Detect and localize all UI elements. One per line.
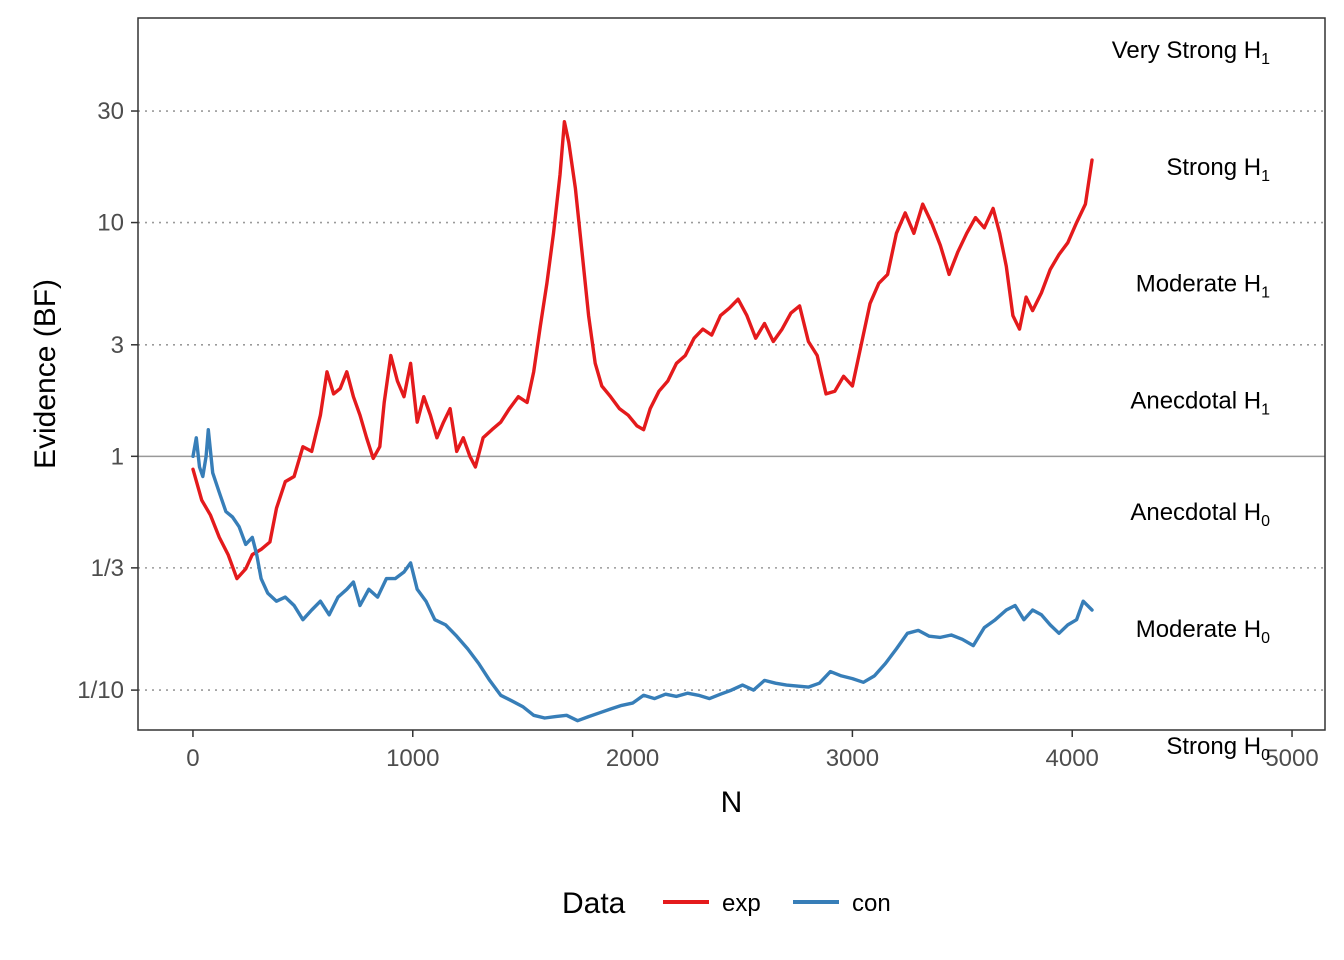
x-tick-label: 2000: [606, 745, 659, 772]
plot-panel-border: [137, 17, 1326, 731]
legend: Data exp con: [562, 887, 891, 920]
band-label: Moderate H0: [1136, 616, 1270, 647]
band-label: Very Strong H1: [1112, 37, 1270, 68]
y-tick-label: 1/10: [77, 677, 124, 704]
x-tick-label: 3000: [826, 745, 879, 772]
evidence-band-labels: Very Strong H1 Strong H1 Moderate H1 Anecdo…: [1112, 37, 1270, 764]
x-tick-label: 1000: [386, 745, 439, 772]
y-tick-label: 1: [111, 443, 124, 470]
y-axis-title: Evidence (BF): [29, 279, 62, 469]
y-tick-label: 30: [97, 98, 124, 125]
band-label: Strong H1: [1166, 154, 1270, 185]
band-label: Strong H0: [1166, 733, 1270, 764]
legend-title: Data: [562, 887, 626, 920]
series-layer: [191, 120, 1094, 723]
band-label: Anecdotal H0: [1130, 499, 1270, 530]
series-line-exp: [191, 120, 1094, 581]
y-tick-label: 3: [111, 332, 124, 359]
y-axis: 1/10 1/3 1 3 10 30: [77, 98, 138, 704]
x-axis-title: N: [721, 786, 743, 819]
y-tick-label: 10: [97, 210, 124, 237]
x-tick-label: 5000: [1265, 745, 1318, 772]
x-tick-label: 4000: [1046, 745, 1099, 772]
series-line-con: [191, 428, 1094, 723]
band-label: Moderate H1: [1136, 271, 1270, 302]
x-axis: 0 1000 2000 3000 4000 5000: [186, 730, 1319, 772]
legend-label-con: con: [852, 890, 891, 917]
y-tick-label: 1/3: [91, 555, 124, 582]
band-label: Anecdotal H1: [1130, 388, 1270, 419]
x-tick-label: 0: [186, 745, 199, 772]
legend-label-exp: exp: [722, 890, 761, 917]
grid-layer: [138, 110, 1325, 691]
